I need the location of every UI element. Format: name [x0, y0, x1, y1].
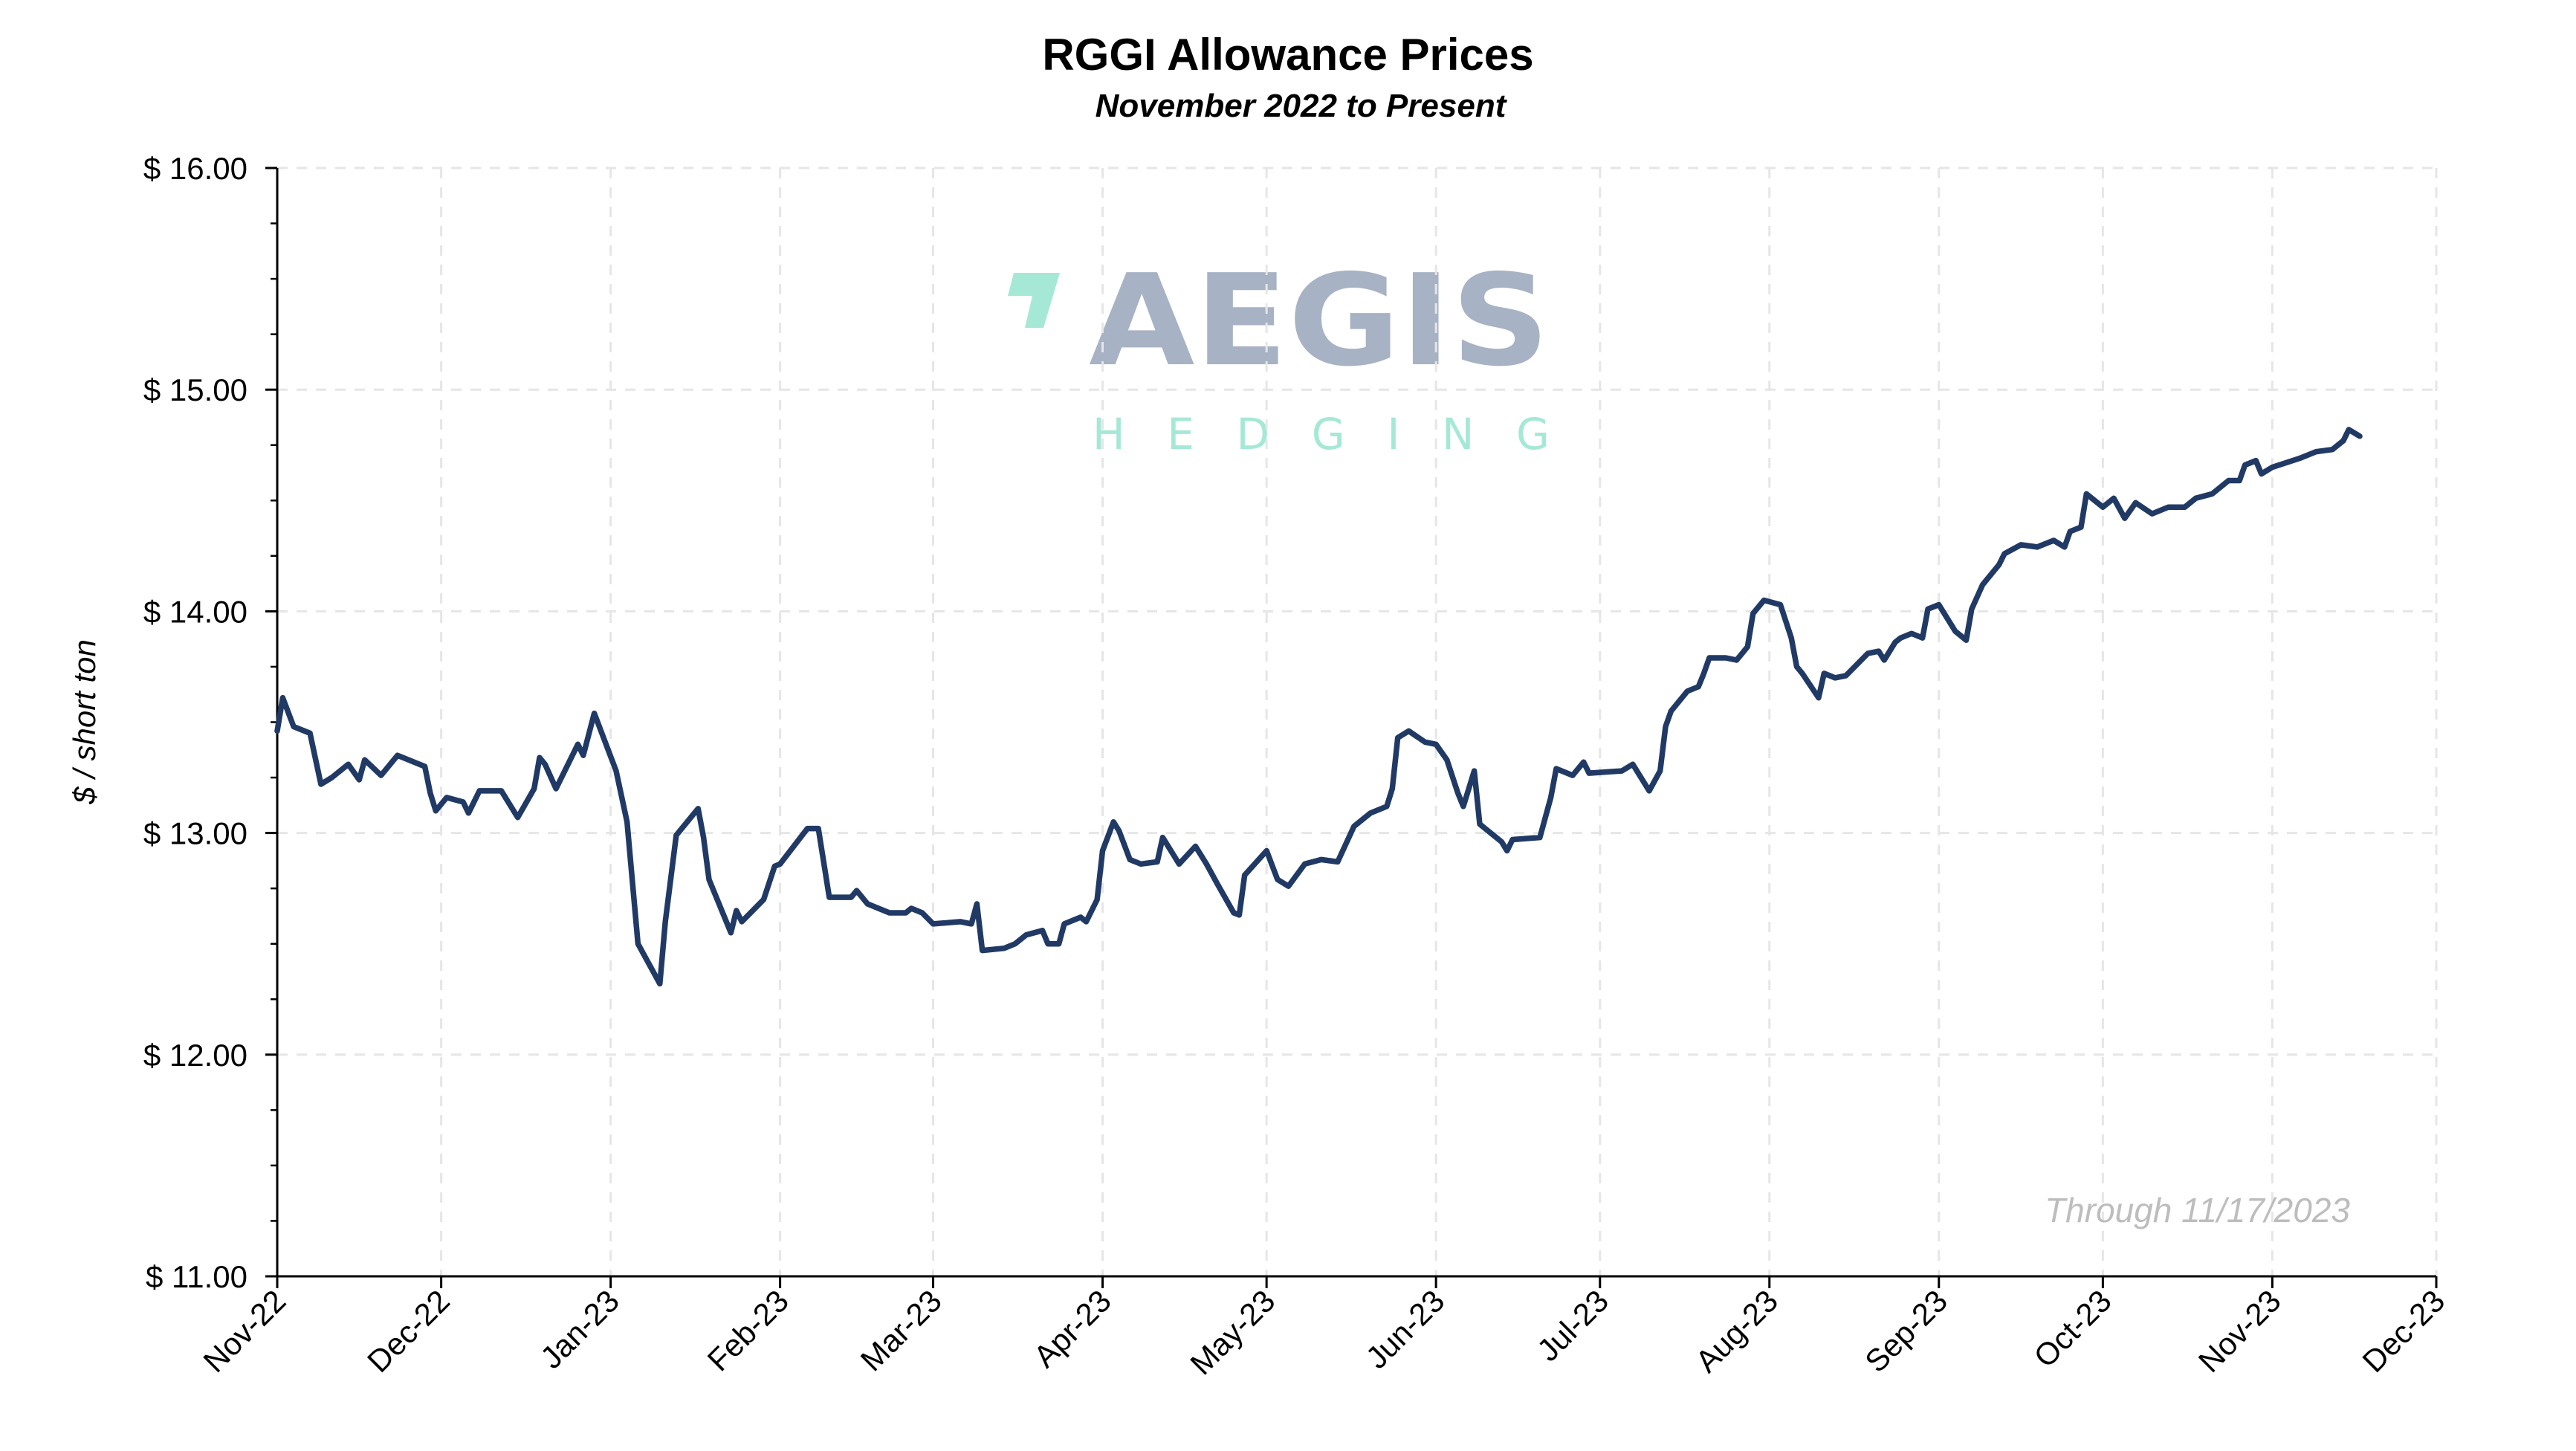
x-tick-label: Jul-23	[1530, 1283, 1615, 1368]
x-tick-label: Aug-23	[1689, 1283, 1784, 1379]
y-tick-label: $ 16.00	[143, 151, 247, 186]
chart-subtitle: November 2022 to Present	[1096, 88, 1508, 124]
price-line	[274, 427, 2363, 987]
x-tick-label: Sep-23	[1858, 1283, 1954, 1379]
grid	[277, 167, 2438, 1276]
x-tick-label: Oct-23	[2027, 1283, 2117, 1374]
x-tick-label: Dec-22	[360, 1283, 456, 1379]
x-tick-label: Dec-23	[2355, 1283, 2451, 1379]
through-date-annotation: Through 11/17/2023	[2045, 1191, 2350, 1229]
x-tick-label: Jun-23	[1359, 1283, 1451, 1375]
y-tick-label: $ 15.00	[143, 372, 247, 407]
x-tick-label: Apr-23	[1027, 1283, 1118, 1374]
x-axis-ticks: Nov-22 Dec-22 Jan-23 Feb-23 Mar-23 Apr-23 May-…	[196, 1276, 2451, 1381]
y-tick-label: $ 13.00	[143, 816, 247, 851]
x-tick-label: Nov-22	[196, 1283, 292, 1379]
y-axis-ticks: $ 11.00 $ 12.00 $ 13.00 $ 14.00 $ 15.00 $ 16.…	[143, 151, 277, 1294]
x-tick-label: Feb-23	[701, 1283, 795, 1377]
x-tick-label: Nov-23	[2192, 1283, 2288, 1379]
chart-title: RGGI Allowance Prices	[1042, 30, 1533, 80]
y-axis-label: $ / short ton	[67, 639, 102, 805]
y-tick-label: $ 12.00	[143, 1038, 247, 1073]
y-tick-label: $ 14.00	[143, 594, 247, 629]
x-tick-label: May-23	[1183, 1283, 1281, 1381]
x-tick-label: Mar-23	[854, 1283, 948, 1377]
aegis-hedging-logo: AEGIS HEDGING	[1008, 248, 1550, 459]
y-tick-label: $ 11.00	[146, 1259, 247, 1294]
logo-text-aegis: AEGIS	[1089, 248, 1550, 395]
x-tick-label: Jan-23	[534, 1283, 626, 1375]
logo-mark	[1008, 273, 1060, 328]
logo-text-hedging: HEDGING	[1093, 409, 1550, 459]
